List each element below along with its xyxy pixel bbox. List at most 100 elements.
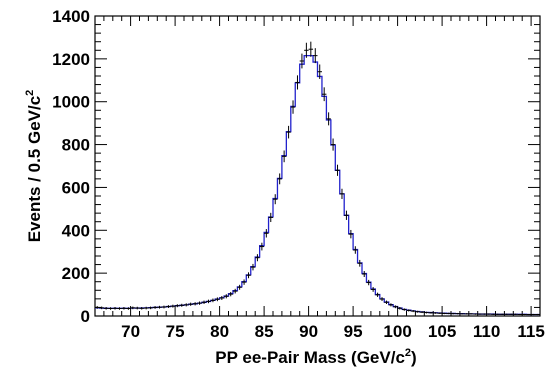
data-point: [335, 164, 340, 176]
data-point: [393, 305, 398, 309]
y-axis-title-superscript: 2: [24, 90, 36, 96]
data-point: [446, 312, 451, 315]
data-point: [508, 313, 514, 315]
data-point: [286, 125, 291, 139]
data-point: [103, 307, 109, 310]
y-tick-label: 600: [62, 178, 90, 197]
data-point: [246, 272, 251, 279]
data-point: [437, 312, 443, 314]
data-point: [459, 313, 465, 315]
data-point: [250, 263, 256, 271]
data-point: [370, 287, 376, 292]
data-point: [513, 313, 518, 315]
y-tick-label: 0: [81, 307, 90, 326]
x-tick-label: 80: [210, 322, 229, 341]
data-point: [366, 279, 371, 286]
data-point: [357, 259, 362, 267]
data-point: [313, 48, 318, 64]
data-point: [290, 100, 296, 114]
data-point: [442, 312, 447, 315]
data-point: [522, 313, 527, 316]
y-tick-label: 1000: [52, 93, 90, 112]
data-points-layer: [95, 41, 540, 316]
data-point: [526, 313, 532, 316]
y-tick-label: 400: [62, 221, 90, 240]
data-point: [308, 41, 314, 57]
data-point: [477, 313, 483, 315]
data-point: [130, 306, 136, 310]
data-point: [188, 302, 193, 306]
data-point: [517, 313, 523, 316]
data-point: [148, 306, 153, 310]
data-point: [184, 303, 189, 307]
data-point: [339, 188, 345, 199]
data-point: [295, 75, 300, 90]
data-point: [219, 296, 225, 300]
data-point: [170, 304, 176, 308]
data-point: [215, 297, 220, 302]
data-point: [179, 303, 184, 307]
data-point: [428, 311, 434, 314]
data-point: [192, 302, 198, 306]
data-point: [388, 303, 394, 307]
data-point: [143, 306, 149, 310]
data-point: [495, 313, 500, 315]
fit-histogram-layer: [95, 54, 540, 316]
data-point: [157, 305, 162, 309]
data-point: [379, 297, 385, 301]
data-point: [112, 307, 118, 310]
data-point: [455, 312, 460, 315]
data-point: [210, 298, 216, 303]
data-point: [433, 312, 438, 314]
data-point: [451, 312, 456, 315]
x-axis: 70 75 80 85 90 95 100 105 110 115: [94, 16, 545, 341]
data-point: [304, 42, 309, 58]
data-point: [424, 311, 429, 314]
data-point: [410, 310, 416, 313]
data-point: [482, 313, 487, 315]
data-point: [264, 229, 269, 238]
data-point: [237, 284, 242, 290]
data-point: [344, 210, 349, 220]
data-point: [135, 306, 140, 310]
x-tick-label: 100: [383, 322, 411, 341]
data-point: [415, 310, 420, 313]
x-tick-label: 105: [428, 322, 456, 341]
data-point: [206, 299, 211, 304]
y-tick-label: 800: [62, 136, 90, 155]
data-point: [152, 306, 158, 309]
data-point: [268, 212, 273, 223]
data-point: [121, 307, 127, 310]
y-axis-title-text: Events / 0.5 GeV/c: [25, 96, 44, 242]
data-point: [259, 242, 265, 251]
data-point: [117, 307, 122, 310]
x-tick-label: 90: [299, 322, 318, 341]
data-point: [175, 304, 180, 308]
data-point: [406, 309, 411, 312]
x-tick-label: 95: [344, 322, 363, 341]
data-point: [464, 313, 469, 315]
y-tick-label: 1400: [52, 7, 90, 26]
x-tick-label: 70: [121, 322, 140, 341]
data-point: [255, 254, 260, 262]
data-point: [277, 173, 282, 185]
plot-area: [94, 15, 541, 317]
data-point: [321, 87, 327, 102]
data-point: [353, 246, 358, 254]
data-point: [402, 308, 407, 311]
x-tick-label: 85: [255, 322, 274, 341]
data-point: [330, 138, 336, 151]
x-axis-title-superscript: 2: [405, 347, 411, 359]
data-point: [232, 288, 238, 294]
data-point: [161, 305, 167, 309]
data-point: [362, 271, 367, 277]
data-point: [531, 313, 536, 316]
data-point: [468, 313, 474, 315]
data-point: [499, 313, 505, 315]
data-point: [397, 307, 403, 310]
x-axis-title: PP ee-Pair Mass (GeV/c2): [215, 347, 416, 367]
data-point: [384, 300, 389, 304]
data-point: [126, 307, 131, 310]
data-point: [224, 294, 229, 299]
